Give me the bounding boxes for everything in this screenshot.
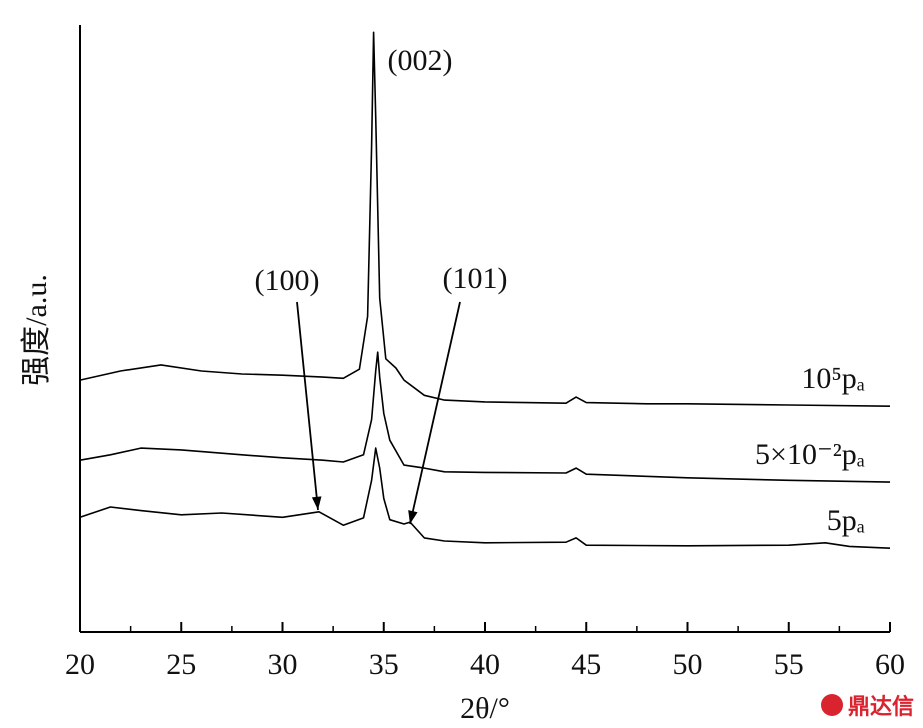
- x-tick-label: 35: [369, 648, 399, 681]
- x-tick-label: 20: [65, 648, 95, 681]
- x-tick-label: 45: [571, 648, 601, 681]
- annotation: (002): [388, 44, 453, 77]
- x-tick-label: 50: [673, 648, 703, 681]
- series-line: [79, 447, 891, 549]
- annotation: (101): [443, 262, 508, 295]
- x-axis-label: 2θ/°: [460, 692, 510, 725]
- y-axis-label: 强度/a.u.: [20, 274, 53, 386]
- series-label: 5pₐ: [827, 504, 865, 537]
- x-tick-label: 40: [470, 648, 500, 681]
- series-line: [79, 351, 891, 483]
- watermark-logo: 鼎达信: [821, 694, 914, 720]
- series-label: 5×10⁻²pₐ: [755, 438, 865, 471]
- annotation-arrowhead: [311, 496, 322, 510]
- series-label: 10⁵pₐ: [801, 362, 865, 395]
- series-line: [79, 31, 891, 407]
- annotation: (100): [255, 264, 320, 297]
- watermark: 鼎达信: [848, 694, 914, 720]
- x-tick-label: 55: [774, 648, 804, 681]
- x-tick-label: 60: [875, 648, 905, 681]
- annotation-arrowhead: [408, 510, 418, 524]
- x-tick-label: 25: [166, 648, 196, 681]
- x-tick-label: 30: [268, 648, 298, 681]
- annotation-arrow: [409, 301, 461, 525]
- annotation-arrow: [296, 301, 319, 511]
